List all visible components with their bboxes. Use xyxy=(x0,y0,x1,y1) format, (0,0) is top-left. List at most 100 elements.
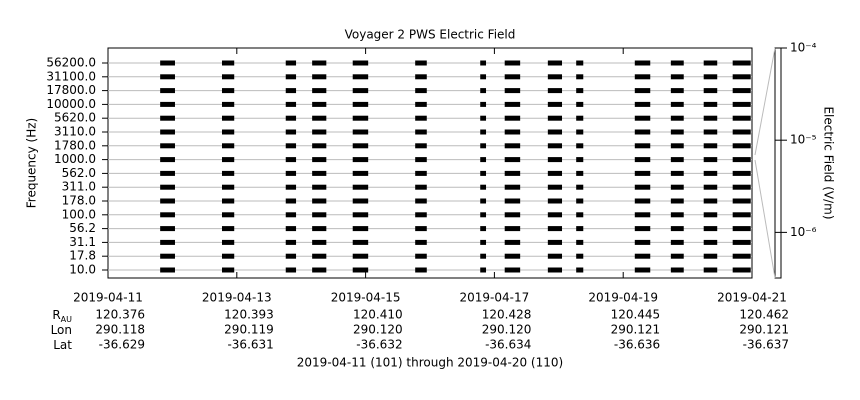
observation-block xyxy=(634,198,651,204)
observation-block xyxy=(732,115,751,121)
observation-block xyxy=(480,226,487,232)
ephemeris-value: -36.636 xyxy=(614,338,660,352)
observation-block xyxy=(576,157,584,163)
observation-block xyxy=(221,101,235,107)
observation-block xyxy=(576,170,584,176)
observation-block xyxy=(670,143,684,149)
observation-block xyxy=(547,60,563,66)
observation-block xyxy=(221,267,235,273)
observation-block xyxy=(576,253,584,259)
ephemeris-label-text: Lon xyxy=(51,323,72,337)
colorbar-tick-label: 10⁻⁴ xyxy=(790,41,817,55)
observation-block xyxy=(504,74,521,80)
observation-block xyxy=(352,129,369,135)
observation-block xyxy=(221,88,235,94)
observation-block xyxy=(285,129,297,135)
observation-block xyxy=(160,129,175,135)
observation-block xyxy=(576,101,584,107)
observation-block xyxy=(547,226,563,232)
observation-block xyxy=(160,226,175,232)
ephemeris-value: -36.637 xyxy=(743,338,789,352)
observation-block xyxy=(352,184,369,190)
observation-block xyxy=(504,170,521,176)
observation-block xyxy=(352,198,369,204)
observation-block xyxy=(670,239,684,245)
observation-block xyxy=(634,226,651,232)
observation-block xyxy=(415,115,427,121)
observation-block xyxy=(504,212,521,218)
observation-block xyxy=(634,115,651,121)
observation-block xyxy=(480,267,487,273)
observation-block xyxy=(312,60,327,66)
observation-block xyxy=(732,212,751,218)
ephemeris-value: 290.120 xyxy=(482,323,532,337)
observation-block xyxy=(732,143,751,149)
observation-block xyxy=(285,115,297,121)
observation-block xyxy=(480,129,487,135)
observation-block xyxy=(547,184,563,190)
observation-block xyxy=(221,60,235,66)
observation-block xyxy=(703,226,718,232)
observation-block xyxy=(221,143,235,149)
observation-block xyxy=(312,74,327,80)
observation-block xyxy=(221,239,235,245)
observation-block xyxy=(576,60,584,66)
observation-block xyxy=(703,88,718,94)
observation-block xyxy=(732,253,751,259)
y-tick-label: 100.0 xyxy=(62,207,96,221)
observation-block xyxy=(732,101,751,107)
observation-block xyxy=(480,157,487,163)
observation-block xyxy=(221,253,235,259)
observation-block xyxy=(576,212,584,218)
colorbar xyxy=(774,47,782,279)
observation-block xyxy=(160,101,175,107)
observation-block xyxy=(732,88,751,94)
observation-block xyxy=(160,115,175,121)
observation-block xyxy=(670,157,684,163)
observation-block xyxy=(352,101,369,107)
y-tick-label: 10.0 xyxy=(69,263,96,277)
ephemeris-label: Lon xyxy=(51,323,72,337)
observation-block xyxy=(504,198,521,204)
y-tick-label: 3110.0 xyxy=(54,125,96,139)
observation-block xyxy=(732,170,751,176)
x-tick-label: 2019-04-13 xyxy=(202,291,272,305)
observation-block xyxy=(312,88,327,94)
observation-block xyxy=(547,170,563,176)
observation-block xyxy=(703,74,718,80)
observation-block xyxy=(480,101,487,107)
observation-block xyxy=(547,198,563,204)
footer: 2019-04-11 (101) through 2019-04-20 (110… xyxy=(297,356,563,370)
observation-block xyxy=(285,184,297,190)
observation-block xyxy=(732,226,751,232)
observation-block xyxy=(504,226,521,232)
ephemeris-label-subscript: AU xyxy=(61,315,72,324)
observation-block xyxy=(312,157,327,163)
observation-block xyxy=(160,212,175,218)
observation-block xyxy=(352,60,369,66)
observation-block xyxy=(504,157,521,163)
observation-block xyxy=(732,239,751,245)
y-tick-label: 31.1 xyxy=(69,235,96,249)
y-tick-label: 56200.0 xyxy=(46,56,96,70)
observation-block xyxy=(312,267,327,273)
observation-block xyxy=(160,88,175,94)
observation-block xyxy=(312,239,327,245)
observation-block xyxy=(703,60,718,66)
ephemeris-value: 290.121 xyxy=(739,323,789,337)
y-tick-label: 178.0 xyxy=(62,194,96,208)
y-tick-label: 31100.0 xyxy=(46,69,96,83)
observation-block xyxy=(352,267,369,273)
observation-block xyxy=(732,267,751,273)
observation-block xyxy=(634,253,651,259)
observation-block xyxy=(415,157,427,163)
observation-block xyxy=(312,170,327,176)
observation-block xyxy=(221,170,235,176)
observation-block xyxy=(480,239,487,245)
observation-block xyxy=(160,74,175,80)
observation-block xyxy=(480,253,487,259)
observation-block xyxy=(160,157,175,163)
observation-block xyxy=(504,60,521,66)
observation-block xyxy=(703,212,718,218)
observation-block xyxy=(703,115,718,121)
